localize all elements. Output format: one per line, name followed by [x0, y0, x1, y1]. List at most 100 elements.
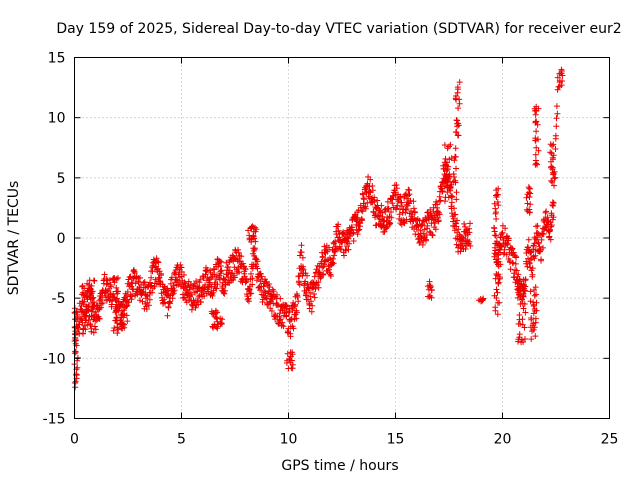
data-point	[280, 323, 287, 330]
data-point	[264, 295, 270, 302]
data-point	[101, 271, 108, 278]
data-point	[495, 249, 502, 256]
data-point	[533, 103, 540, 110]
data-point	[371, 198, 378, 205]
data-point	[237, 258, 243, 264]
data-point	[111, 325, 118, 331]
data-point	[553, 103, 560, 110]
data-point	[494, 272, 501, 279]
data-point	[342, 247, 349, 254]
data-point	[451, 157, 458, 164]
data-point	[115, 288, 121, 295]
data-point	[72, 378, 79, 385]
data-point	[453, 196, 460, 203]
data-point	[248, 270, 254, 277]
data-point	[526, 189, 532, 196]
data-point	[552, 146, 559, 152]
data-point	[538, 256, 545, 263]
data-point	[72, 348, 79, 355]
data-point	[254, 258, 261, 265]
data-point	[146, 296, 153, 303]
data-point	[527, 249, 534, 256]
data-point	[346, 240, 352, 247]
data-point	[534, 222, 541, 229]
data-point	[145, 302, 152, 309]
data-point	[360, 191, 366, 198]
data-point	[202, 281, 209, 288]
data-point	[235, 246, 242, 253]
data-point	[331, 252, 338, 259]
data-point	[148, 274, 155, 281]
data-point	[423, 237, 429, 244]
data-point	[403, 206, 410, 213]
data-point	[516, 334, 523, 341]
data-point	[79, 330, 86, 337]
data-point	[74, 354, 81, 361]
data-point	[119, 301, 125, 308]
data-point	[531, 324, 538, 331]
data-point	[231, 274, 238, 281]
data-point	[532, 252, 539, 259]
data-point	[90, 303, 96, 310]
data-point	[289, 307, 296, 314]
data-point	[79, 282, 86, 289]
data-point	[91, 299, 97, 306]
data-point	[547, 236, 554, 243]
data-point	[498, 231, 505, 238]
data-point	[416, 240, 423, 246]
data-point	[72, 337, 79, 344]
y-tick-label: 0	[57, 231, 66, 247]
data-point	[154, 258, 161, 265]
data-point	[86, 288, 93, 295]
y-tick-labels: -15 -10 -5 0 5 10 15	[43, 51, 66, 428]
data-point	[442, 194, 449, 201]
data-point	[181, 272, 187, 278]
data-point	[308, 298, 314, 305]
data-point	[92, 326, 99, 333]
data-point	[358, 207, 365, 214]
data-point	[548, 222, 555, 229]
data-point	[544, 214, 551, 221]
data-point	[451, 205, 457, 212]
data-point	[436, 211, 443, 218]
data-point	[426, 278, 433, 285]
data-point	[330, 260, 337, 267]
data-point	[113, 276, 120, 282]
data-point	[345, 246, 352, 253]
data-point	[540, 244, 546, 251]
data-point	[277, 295, 284, 302]
data-point	[188, 291, 195, 298]
data-point	[520, 290, 527, 297]
data-point	[513, 254, 520, 261]
data-point	[433, 198, 440, 205]
data-point	[123, 312, 130, 319]
data-point	[356, 226, 363, 233]
data-point	[85, 285, 92, 292]
y-tick-label: 15	[48, 51, 66, 67]
data-point	[359, 216, 366, 223]
x-axis-label: GPS time / hours	[281, 458, 398, 474]
data-point	[326, 244, 332, 251]
data-point	[534, 161, 541, 168]
data-point	[450, 215, 457, 222]
data-point	[515, 271, 522, 278]
data-point	[72, 334, 79, 341]
data-point	[246, 236, 253, 243]
data-point	[170, 282, 177, 289]
data-point	[434, 208, 441, 215]
data-point	[128, 293, 135, 300]
data-point	[547, 149, 554, 156]
data-point	[74, 311, 81, 318]
data-point	[491, 244, 498, 251]
data-point	[525, 236, 532, 243]
data-point	[419, 241, 426, 248]
data-point	[521, 324, 528, 331]
data-point	[87, 291, 94, 298]
data-point	[529, 265, 536, 272]
data-point	[311, 294, 318, 301]
data-point	[289, 365, 296, 372]
data-point	[533, 118, 540, 125]
data-point	[295, 298, 302, 305]
x-tick-label: 0	[70, 432, 79, 448]
data-point	[115, 298, 122, 305]
